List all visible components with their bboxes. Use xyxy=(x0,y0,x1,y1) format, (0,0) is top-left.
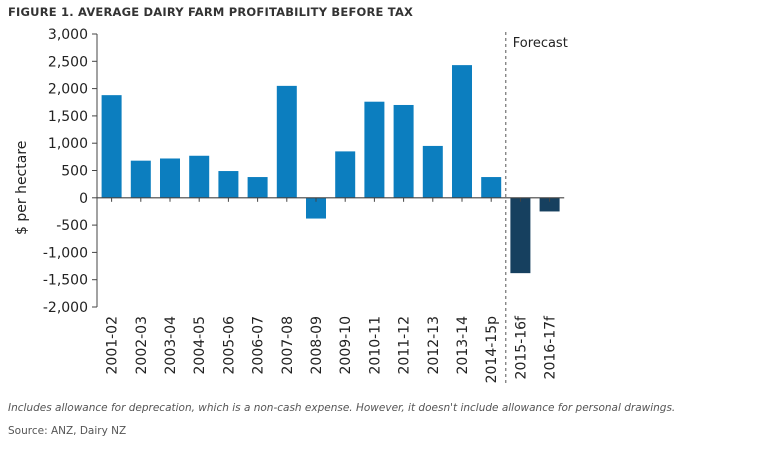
x-tick-label: 2015-16f xyxy=(513,315,529,379)
bar-2002-03 xyxy=(130,160,151,198)
bar-2001-02 xyxy=(101,95,122,198)
bar-2014-15p xyxy=(481,177,502,198)
y-tick-label: 3,000 xyxy=(48,27,88,43)
y-tick-label: 0 xyxy=(79,191,88,207)
x-tick-label: 2005-06 xyxy=(221,316,237,375)
bar-2008-09 xyxy=(306,197,326,219)
y-axis-ticks: 3,000 2,500 2,000 1,500 1,000 500 0 -500 -1,000 -… xyxy=(43,27,97,316)
y-tick-label: -2,000 xyxy=(43,300,88,316)
y-tick-label: -1,500 xyxy=(43,273,88,289)
x-tick-label: 2006-07 xyxy=(251,316,267,375)
x-tick-label: 2016-17f xyxy=(543,315,559,379)
forecast-annotation: Forecast xyxy=(513,36,568,51)
bar-2010-11 xyxy=(364,101,385,198)
bar-2012-13 xyxy=(422,145,443,198)
bar-chart: 3,000 2,500 2,000 1,500 1,000 500 0 -500 -1,000 -… xyxy=(14,27,568,385)
bar-2006-07 xyxy=(247,177,268,198)
footnote: Includes allowance for deprecation, whic… xyxy=(8,402,676,414)
y-tick-label: 1,500 xyxy=(48,109,88,125)
x-tick-label: 2004-05 xyxy=(192,316,208,375)
x-tick-label: 2001-02 xyxy=(105,316,121,375)
bar-2013-14 xyxy=(452,65,472,198)
y-tick-label: 2,000 xyxy=(48,82,88,98)
bar-2015-16f xyxy=(510,197,531,274)
y-axis-title: $ per hectare xyxy=(14,141,30,235)
bar-2005-06 xyxy=(218,171,239,198)
bar-2007-08 xyxy=(276,85,297,198)
y-tick-label: 500 xyxy=(61,164,88,180)
source-note: Source: ANZ, Dairy NZ xyxy=(8,425,127,437)
bar-2011-12 xyxy=(393,104,414,198)
x-tick-label: 2003-04 xyxy=(163,316,179,375)
x-tick-label: 2008-09 xyxy=(309,316,325,375)
bar-2004-05 xyxy=(189,155,210,198)
bar-2003-04 xyxy=(160,158,180,198)
chart-title: FIGURE 1. AVERAGE DAIRY FARM PROFITABILI… xyxy=(8,5,414,19)
x-tick-label: 2011-12 xyxy=(397,316,413,375)
y-tick-label: -1,000 xyxy=(43,245,88,261)
bar-2009-10 xyxy=(335,151,356,198)
x-tick-label: 2009-10 xyxy=(338,316,354,375)
bar-2016-17f xyxy=(539,197,560,212)
y-tick-label: -500 xyxy=(56,218,88,234)
x-tick-label: 2014-15p xyxy=(484,316,500,383)
x-tick-label: 2013-14 xyxy=(455,316,471,375)
bar-series xyxy=(101,65,560,274)
x-tick-label: 2010-11 xyxy=(367,316,383,375)
x-axis-labels: 2001-02 2002-03 2003-04 2004-05 2005-06 2006-… xyxy=(105,197,559,383)
y-tick-label: 1,000 xyxy=(48,136,88,152)
y-tick-label: 2,500 xyxy=(48,54,88,70)
x-tick-label: 2012-13 xyxy=(426,316,442,375)
x-tick-label: 2007-08 xyxy=(280,316,296,375)
x-tick-label: 2002-03 xyxy=(134,316,150,375)
